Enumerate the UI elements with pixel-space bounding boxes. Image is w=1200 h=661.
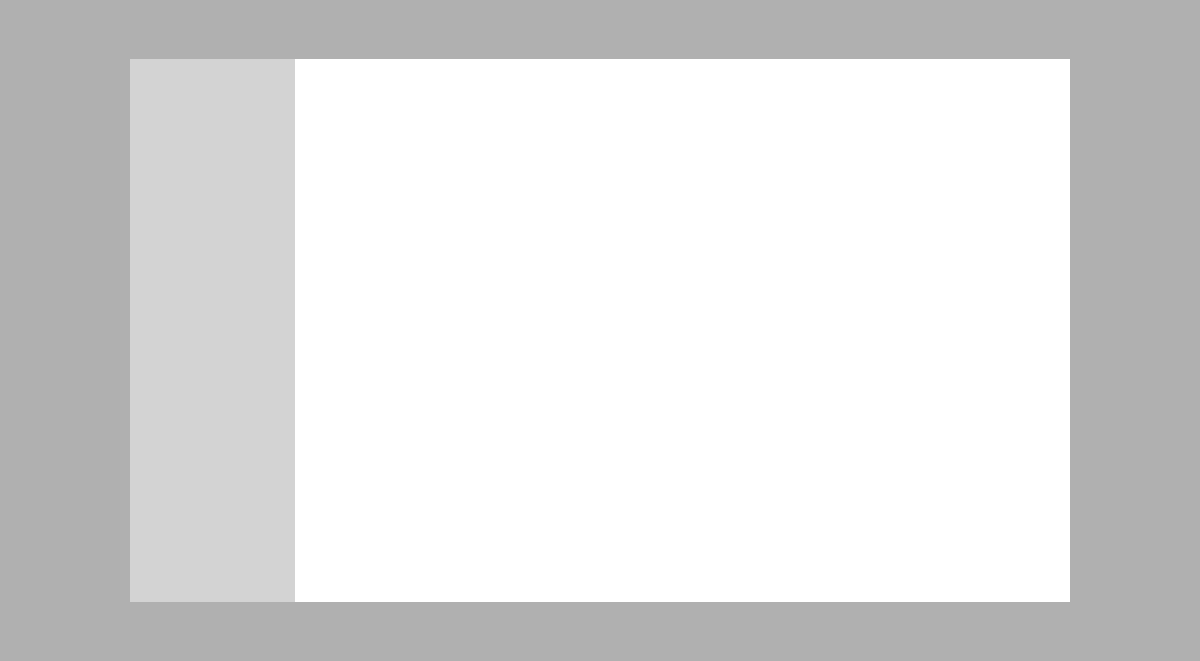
Text: (i): (i) bbox=[388, 178, 404, 193]
Text: The circuit in: The circuit in bbox=[400, 152, 504, 167]
Text: hfe = 200: hfe = 200 bbox=[614, 323, 677, 336]
Text: shows a different configuration of amplifier.: shows a different configuration of ampli… bbox=[584, 152, 923, 167]
Text: Figure Q5 (b): Figure Q5 (b) bbox=[486, 152, 600, 167]
Text: Vout: Vout bbox=[683, 340, 710, 354]
Text: $V_{CC}$: $V_{CC}$ bbox=[646, 244, 667, 259]
Text: Calculate the voltage gain stating any assumptions: Calculate the voltage gain stating any a… bbox=[430, 228, 824, 243]
Text: Vin: Vin bbox=[388, 329, 407, 342]
Text: Figure Q5 (b): Figure Q5 (b) bbox=[518, 465, 622, 479]
Text: $R_2$: $R_2$ bbox=[532, 357, 547, 372]
Text: $R_1$: $R_1$ bbox=[532, 278, 547, 293]
Text: 1 μF: 1 μF bbox=[455, 347, 480, 360]
Text: Calculate the input resistance: Calculate the input resistance bbox=[430, 204, 659, 219]
Text: 62 kΩ: 62 kΩ bbox=[532, 385, 569, 398]
Text: 1.0 kΩ: 1.0 kΩ bbox=[632, 391, 673, 404]
Text: $C_1$: $C_1$ bbox=[462, 307, 476, 322]
Text: (ii): (ii) bbox=[384, 204, 404, 219]
Text: +10 V: +10 V bbox=[646, 276, 684, 289]
Text: What is the name of this configuration?: What is the name of this configuration? bbox=[430, 178, 732, 193]
Text: (iii): (iii) bbox=[379, 228, 403, 243]
Text: 62 kΩ: 62 kΩ bbox=[532, 306, 569, 319]
Text: $R_E$: $R_E$ bbox=[632, 363, 648, 378]
Text: (b): (b) bbox=[355, 152, 377, 167]
